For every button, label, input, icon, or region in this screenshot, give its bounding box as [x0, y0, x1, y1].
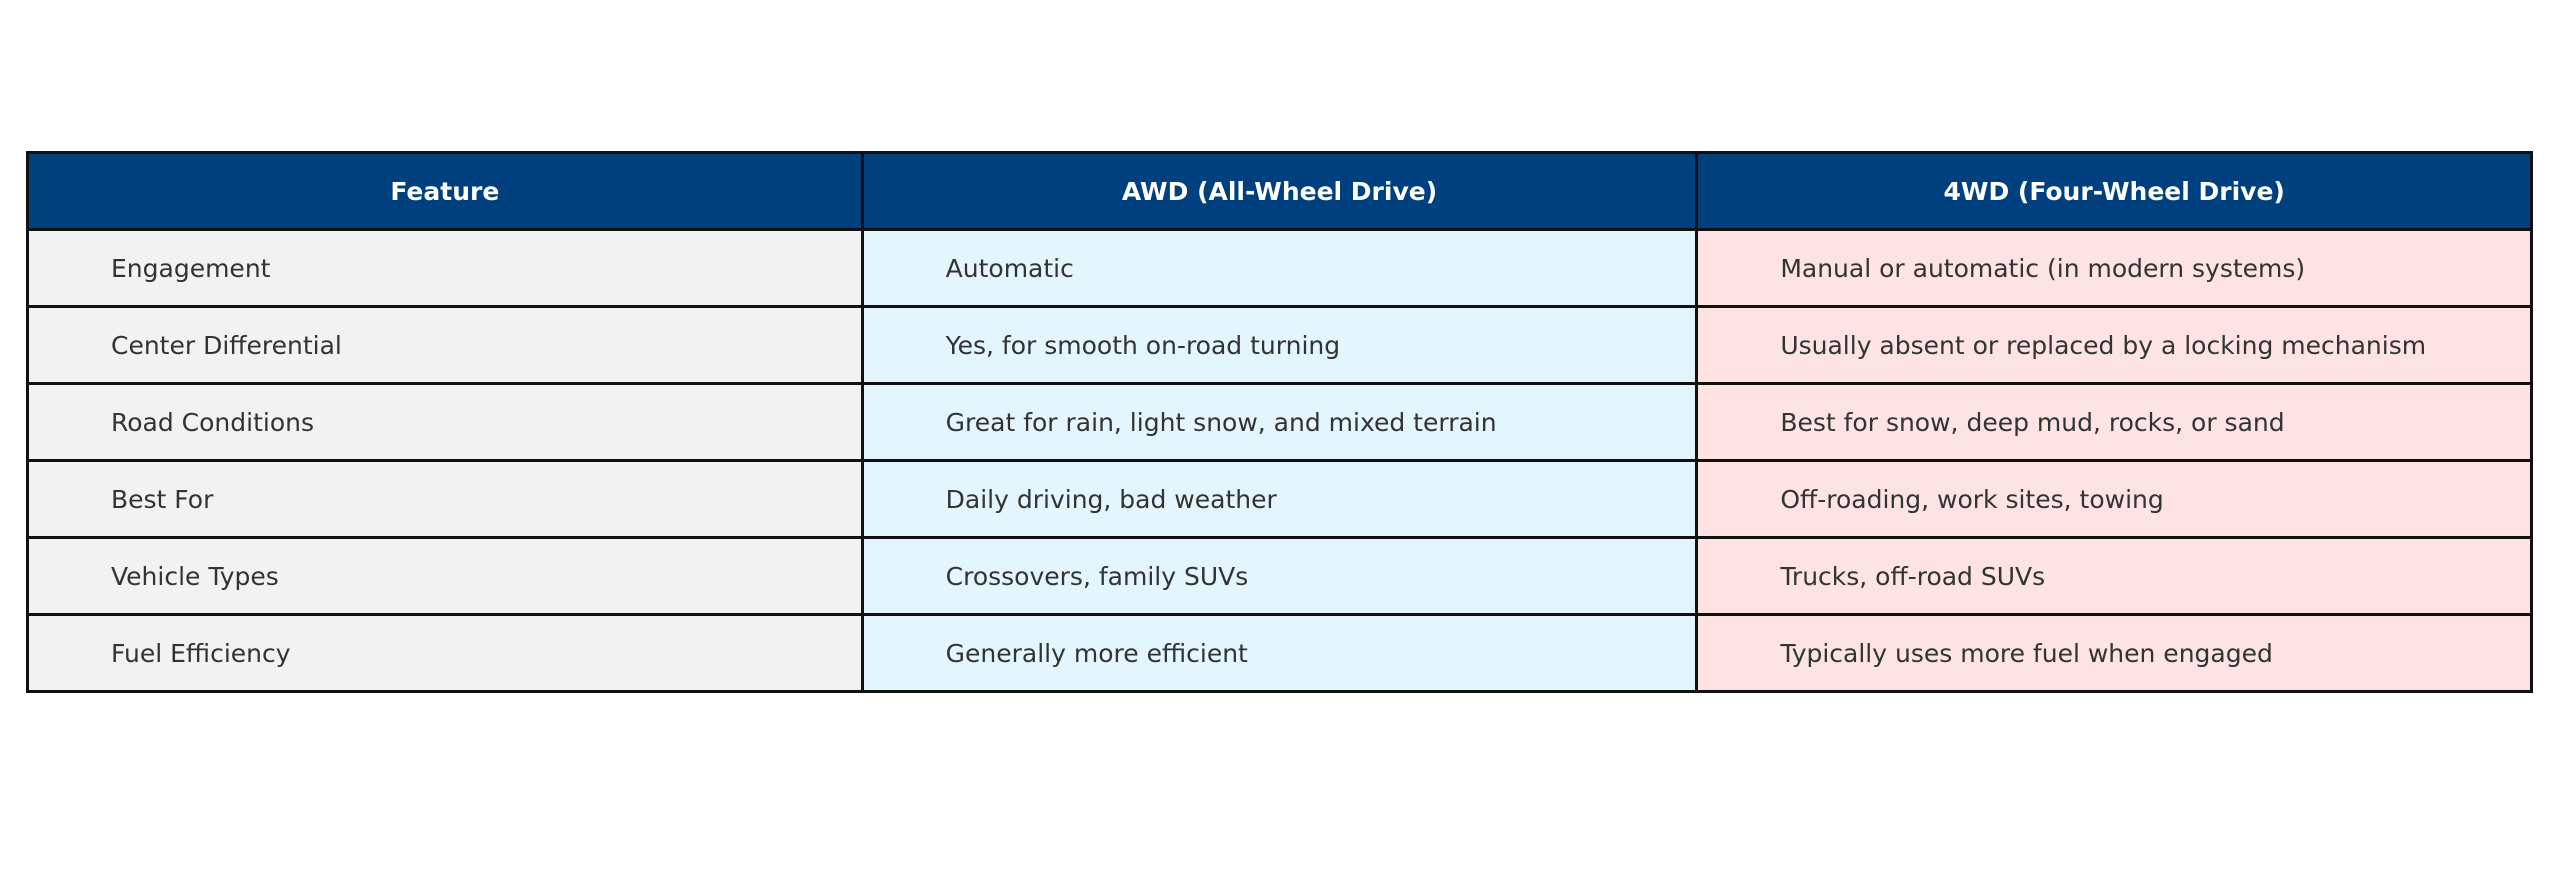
header-cell: Feature [26, 151, 864, 231]
table-cell: Automatic [860, 228, 1699, 308]
table-cell: Great for rain, light snow, and mixed te… [860, 382, 1699, 462]
header-cell: AWD (All-Wheel Drive) [860, 151, 1699, 231]
table-cell: Off-roading, work sites, towing [1695, 459, 2533, 539]
table-body: Engagement Automatic Manual or automatic (… [26, 228, 2533, 693]
table-row: Engagement Automatic Manual or automatic (… [26, 228, 2533, 308]
table-cell: Yes, for smooth on-road turning [860, 305, 1699, 385]
table-header: Feature AWD (All-Wheel Drive) 4WD (Four-Wh… [26, 151, 2533, 231]
table-cell: Daily driving, bad weather [860, 459, 1699, 539]
header-row: Feature AWD (All-Wheel Drive) 4WD (Four-Wh… [26, 151, 2533, 231]
table-cell: Trucks, off-road SUVs [1695, 536, 2533, 616]
table-row: Center Differential Yes, for smooth on-ro… [26, 305, 2533, 385]
table-cell: Best For [26, 459, 864, 539]
table-cell: Crossovers, family SUVs [860, 536, 1699, 616]
table-cell: Center Differential [26, 305, 864, 385]
table-cell: Fuel Efficiency [26, 613, 864, 693]
table-row: Road Conditions Great for rain, light sno… [26, 382, 2533, 462]
table-row: Best For Daily driving, bad weather Off-ro… [26, 459, 2533, 539]
table-cell: Manual or automatic (in modern systems) [1695, 228, 2533, 308]
table-cell: Typically uses more fuel when engaged [1695, 613, 2533, 693]
table-row: Vehicle Types Crossovers, family SUVs Truc… [26, 536, 2533, 616]
table-cell: Usually absent or replaced by a locking … [1695, 305, 2533, 385]
table-cell: Engagement [26, 228, 864, 308]
header-cell: 4WD (Four-Wheel Drive) [1695, 151, 2533, 231]
comparison-table: Feature AWD (All-Wheel Drive) 4WD (Four-Wh… [26, 151, 2533, 693]
table-cell: Generally more efficient [860, 613, 1699, 693]
table-row: Fuel Efficiency Generally more efficient T… [26, 613, 2533, 693]
table-cell: Road Conditions [26, 382, 864, 462]
table-cell: Best for snow, deep mud, rocks, or sand [1695, 382, 2533, 462]
table-cell: Vehicle Types [26, 536, 864, 616]
